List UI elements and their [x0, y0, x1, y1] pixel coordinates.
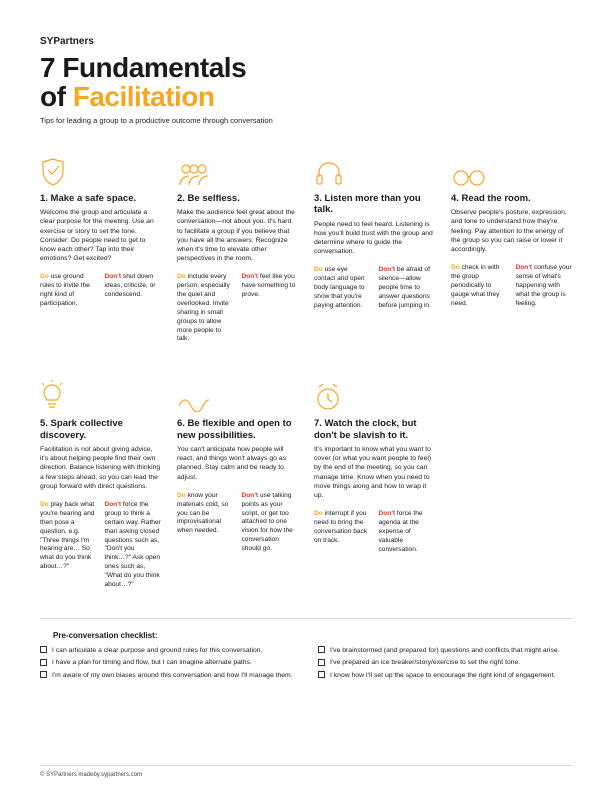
- subtitle: Tips for leading a group to a productive…: [40, 116, 572, 125]
- card-body: Welcome the group and articulate a clear…: [40, 208, 161, 263]
- checkbox-icon[interactable]: [318, 671, 325, 678]
- checkbox-icon[interactable]: [318, 646, 325, 653]
- do-label: Do: [177, 273, 188, 280]
- do-label: Do: [177, 492, 188, 499]
- dos-row: Do play back what you're hearing and the…: [40, 501, 161, 590]
- dos-row: Do interrupt if you need to bring the co…: [314, 510, 435, 554]
- card-body: Make the audience feel great about the c…: [177, 208, 298, 263]
- do-col: Do use ground rules to invite the right …: [40, 273, 97, 309]
- checklist-text: I have a plan for timing and flow, but I…: [52, 658, 252, 668]
- do-text: include every person, especially the qui…: [177, 273, 230, 342]
- checklist-columns: I can articulate a clear purpose and gro…: [40, 646, 572, 684]
- dont-col: Don't shut down ideas, criticize, or con…: [105, 273, 162, 309]
- empty-cell: [451, 378, 572, 590]
- glasses-icon: [451, 153, 572, 187]
- card-body: It's important to know what you want to …: [314, 445, 435, 500]
- checklist-item: I can articulate a clear purpose and gro…: [40, 646, 294, 656]
- card-body: People need to feel heard. Listening is …: [314, 220, 435, 257]
- dont-label: Don't: [516, 264, 534, 271]
- card-5: 5. Spark collective discovery. Facilitat…: [40, 378, 161, 590]
- headphones-icon: [314, 153, 435, 187]
- card-6: 6. Be flexible and open to new possibili…: [177, 378, 298, 590]
- brand-name: SYPartners: [40, 36, 572, 47]
- card-2: 2. Be selfless. Make the audience feel g…: [177, 153, 298, 345]
- dos-row: Do know your materials cold, so you can …: [177, 492, 298, 554]
- dont-text: use talking points as your script, or ge…: [242, 492, 293, 552]
- lightbulb-icon: [40, 378, 161, 412]
- checkbox-icon[interactable]: [40, 659, 47, 666]
- card-7: 7. Watch the clock, but don't be slavish…: [314, 378, 435, 590]
- checklist-col-left: I can articulate a clear purpose and gro…: [40, 646, 294, 684]
- card-1: 1. Make a safe space. Welcome the group …: [40, 153, 161, 345]
- card-body: Facilitation is not about giving advice,…: [40, 445, 161, 491]
- card-title: 6. Be flexible and open to new possibili…: [177, 418, 298, 441]
- dont-label: Don't: [105, 501, 123, 508]
- checklist-item: I'm aware of my own biases around this c…: [40, 671, 294, 681]
- checkbox-icon[interactable]: [40, 671, 47, 678]
- checklist-item: I have a plan for timing and flow, but I…: [40, 658, 294, 668]
- clock-icon: [314, 378, 435, 412]
- page-title: 7 Fundamentals of Facilitation: [40, 53, 572, 112]
- dont-label: Don't: [379, 510, 397, 517]
- dos-row: Do check in with the group periodically …: [451, 264, 572, 308]
- dos-row: Do use eye contact and open body languag…: [314, 266, 435, 310]
- card-title: 5. Spark collective discovery.: [40, 418, 161, 441]
- checklist-col-right: I've brainstormed (and prepared for) que…: [318, 646, 572, 684]
- checklist-item: I know how I'll set up the space to enco…: [318, 671, 572, 681]
- title-of: of: [40, 81, 73, 112]
- footer-text: © SYPartners madeby.sypartners.com: [40, 765, 572, 778]
- dont-col: Don't use talking points as your script,…: [242, 492, 299, 554]
- card-4: 4. Read the room. Observe people's postu…: [451, 153, 572, 345]
- checkbox-icon[interactable]: [318, 659, 325, 666]
- do-label: Do: [40, 273, 51, 280]
- checklist-text: I can articulate a clear purpose and gro…: [52, 646, 262, 656]
- dos-row: Do include every person, especially the …: [177, 273, 298, 344]
- do-col: Do interrupt if you need to bring the co…: [314, 510, 371, 554]
- card-3: 3. Listen more than you talk. People nee…: [314, 153, 435, 345]
- do-text: play back what you're hearing and then p…: [40, 501, 94, 570]
- checklist-item: I've prepared an ice breaker/story/exerc…: [318, 658, 572, 668]
- dont-col: Don't feel like you have something to pr…: [242, 273, 299, 344]
- dont-label: Don't: [242, 273, 260, 280]
- do-col: Do play back what you're hearing and the…: [40, 501, 97, 590]
- checklist-text: I'm aware of my own biases around this c…: [52, 671, 293, 681]
- checklist-item: I've brainstormed (and prepared for) que…: [318, 646, 572, 656]
- checklist-text: I've prepared an ice breaker/story/exerc…: [330, 658, 520, 668]
- card-title: 4. Read the room.: [451, 193, 572, 204]
- card-title: 7. Watch the clock, but don't be slavish…: [314, 418, 435, 441]
- dont-col: Don't confuse your sense of what's happe…: [516, 264, 573, 308]
- dont-label: Don't: [105, 273, 123, 280]
- card-title: 2. Be selfless.: [177, 193, 298, 204]
- dont-col: Don't be afraid of silence—allow people …: [379, 266, 436, 310]
- do-label: Do: [314, 266, 325, 273]
- do-label: Do: [40, 501, 51, 508]
- dos-row: Do use ground rules to invite the right …: [40, 273, 161, 309]
- checkbox-icon[interactable]: [40, 646, 47, 653]
- dont-col: Don't force the agenda at the expense of…: [379, 510, 436, 554]
- wave-icon: [177, 378, 298, 412]
- cards-grid: 1. Make a safe space. Welcome the group …: [40, 153, 572, 590]
- card-title: 1. Make a safe space.: [40, 193, 161, 204]
- card-body: You can't anticipate how people will rea…: [177, 445, 298, 482]
- do-col: Do use eye contact and open body languag…: [314, 266, 371, 310]
- checklist-text: I know how I'll set up the space to enco…: [330, 671, 555, 681]
- title-line1: 7 Fundamentals: [40, 52, 246, 83]
- dont-col: Don't force the group to think a certain…: [105, 501, 162, 590]
- shield-icon: [40, 153, 161, 187]
- dont-text: force the group to think a certain way. …: [105, 501, 161, 588]
- checklist-title: Pre-conversation checklist:: [40, 631, 572, 640]
- title-accent: Facilitation: [73, 81, 215, 112]
- do-col: Do know your materials cold, so you can …: [177, 492, 234, 554]
- do-col: Do include every person, especially the …: [177, 273, 234, 344]
- card-title: 3. Listen more than you talk.: [314, 193, 435, 216]
- dont-label: Don't: [379, 266, 397, 273]
- do-col: Do check in with the group periodically …: [451, 264, 508, 308]
- do-label: Do: [314, 510, 325, 517]
- checklist-text: I've brainstormed (and prepared for) que…: [330, 646, 560, 656]
- card-body: Observe people's posture, expression, an…: [451, 208, 572, 254]
- group-icon: [177, 153, 298, 187]
- dont-label: Don't: [242, 492, 260, 499]
- do-label: Do: [451, 264, 462, 271]
- checklist-section: Pre-conversation checklist: I can articu…: [40, 618, 572, 684]
